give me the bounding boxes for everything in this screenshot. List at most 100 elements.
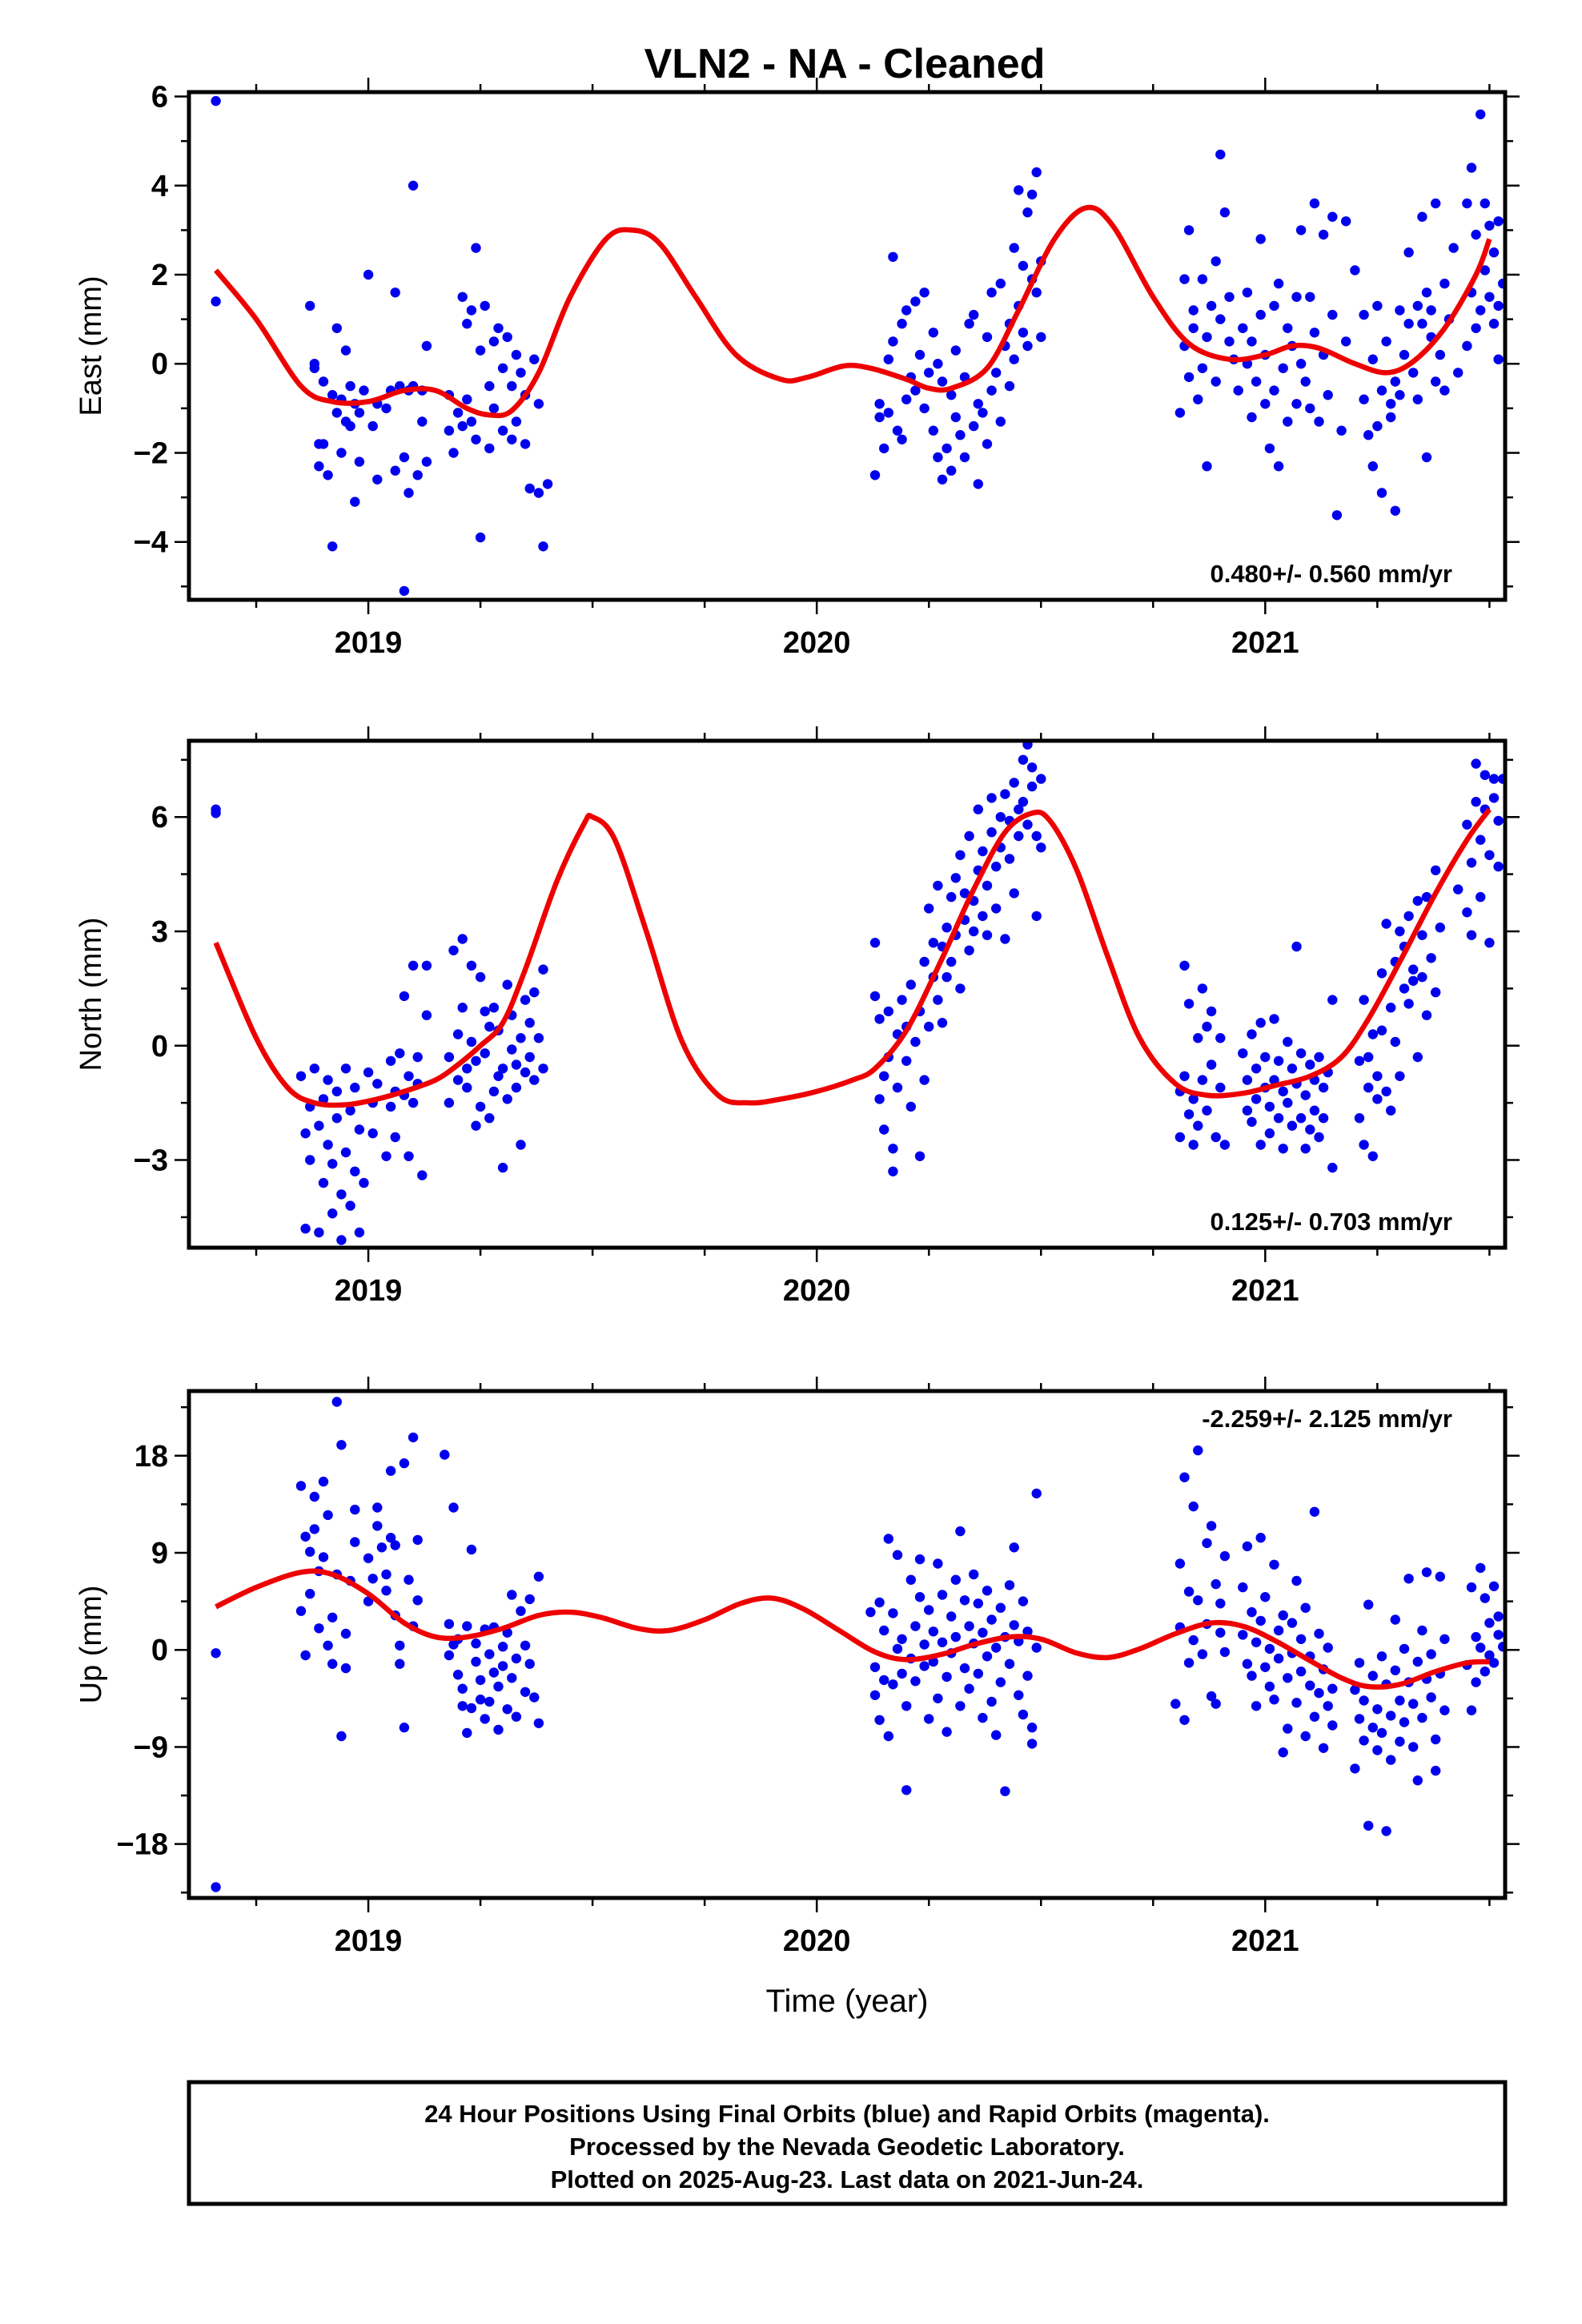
data-point xyxy=(1471,1631,1481,1642)
data-point xyxy=(497,1162,508,1173)
data-point xyxy=(1247,1606,1257,1618)
data-point xyxy=(874,1094,885,1104)
data-point xyxy=(1372,420,1383,432)
data-point xyxy=(1426,953,1436,963)
data-point xyxy=(901,394,912,404)
data-point xyxy=(399,452,410,463)
data-point xyxy=(1327,1162,1338,1173)
data-point xyxy=(1215,1598,1226,1609)
x-tick-label: 2019 xyxy=(335,626,403,660)
y-tick-label: 4 xyxy=(151,170,168,203)
data-point xyxy=(1278,1086,1288,1097)
data-point xyxy=(408,960,419,971)
data-point xyxy=(488,1003,500,1013)
data-point xyxy=(919,1661,930,1671)
data-point xyxy=(1403,319,1414,329)
data-point xyxy=(484,1649,495,1659)
data-point xyxy=(964,945,974,956)
y-tick-label: −4 xyxy=(134,526,168,560)
data-point xyxy=(1202,461,1212,472)
y-tick-label: 18 xyxy=(135,1440,168,1474)
data-point xyxy=(318,439,329,449)
data-point xyxy=(928,1626,939,1637)
data-point xyxy=(959,372,970,383)
data-point xyxy=(493,1724,504,1735)
data-point xyxy=(440,1449,450,1460)
data-point xyxy=(524,1594,535,1605)
data-point xyxy=(874,399,885,409)
data-point xyxy=(462,1621,472,1631)
data-point xyxy=(542,479,553,489)
data-point xyxy=(910,385,921,396)
data-point xyxy=(480,300,490,312)
data-point xyxy=(1359,995,1369,1005)
data-point xyxy=(1314,1132,1324,1143)
data-point xyxy=(314,1227,324,1238)
data-point xyxy=(986,1696,997,1707)
data-point xyxy=(1264,1128,1275,1139)
data-point xyxy=(914,1151,926,1162)
data-point xyxy=(497,363,508,373)
data-point xyxy=(1260,1051,1271,1063)
data-point xyxy=(1183,372,1195,383)
y-axis-label: North (mm) xyxy=(74,917,108,1071)
data-point xyxy=(444,1618,455,1630)
data-point xyxy=(1264,1101,1275,1112)
data-point xyxy=(1197,1075,1208,1085)
data-point xyxy=(1367,461,1379,472)
data-point xyxy=(1395,1736,1405,1747)
data-point xyxy=(1014,185,1024,195)
data-point xyxy=(995,416,1006,427)
data-point xyxy=(452,408,464,418)
data-point xyxy=(444,1051,455,1063)
data-point xyxy=(462,319,472,329)
data-point xyxy=(1412,895,1423,907)
data-point xyxy=(1036,774,1046,784)
data-point xyxy=(1363,1051,1374,1063)
data-point xyxy=(1476,834,1486,845)
data-point xyxy=(1395,1071,1405,1082)
data-point xyxy=(1431,376,1441,387)
data-point xyxy=(1193,1445,1203,1456)
data-point xyxy=(1215,314,1226,324)
data-point xyxy=(480,1048,490,1059)
data-point xyxy=(363,1553,374,1564)
data-point xyxy=(959,888,970,899)
data-layer xyxy=(211,95,1505,597)
data-point xyxy=(502,1704,512,1715)
data-point xyxy=(1009,243,1019,253)
y-tick-label: 6 xyxy=(151,81,168,115)
data-point xyxy=(1327,211,1338,222)
data-point xyxy=(395,1659,405,1669)
data-point xyxy=(1421,1010,1432,1020)
data-point xyxy=(1179,1071,1190,1082)
data-point xyxy=(520,995,531,1005)
data-point xyxy=(933,995,943,1005)
data-point xyxy=(1269,300,1279,312)
data-point xyxy=(354,1124,365,1135)
data-point xyxy=(533,488,544,498)
data-point xyxy=(538,541,548,552)
data-point xyxy=(1305,1059,1315,1070)
data-point xyxy=(1273,1653,1284,1664)
data-point xyxy=(1417,211,1427,222)
north-panel: 2019 2020 2021 −3 0 3 6 North (mm) 0.125+/- 0.70… xyxy=(74,726,1520,1308)
data-point xyxy=(350,497,360,507)
data-point xyxy=(399,1723,410,1733)
data-point xyxy=(995,278,1006,289)
data-point xyxy=(390,465,400,476)
data-point xyxy=(1318,1082,1329,1093)
data-point xyxy=(471,1055,481,1067)
data-point xyxy=(1004,380,1015,392)
data-point xyxy=(1255,309,1266,320)
data-point xyxy=(323,470,333,480)
data-point xyxy=(1278,363,1288,373)
fit-curve xyxy=(215,1568,1490,1690)
data-point xyxy=(1412,1656,1423,1667)
data-point xyxy=(869,991,881,1002)
data-point xyxy=(507,434,517,444)
data-point xyxy=(1399,983,1410,994)
data-point xyxy=(507,1673,517,1683)
data-point xyxy=(969,926,979,937)
data-point xyxy=(466,1703,477,1714)
